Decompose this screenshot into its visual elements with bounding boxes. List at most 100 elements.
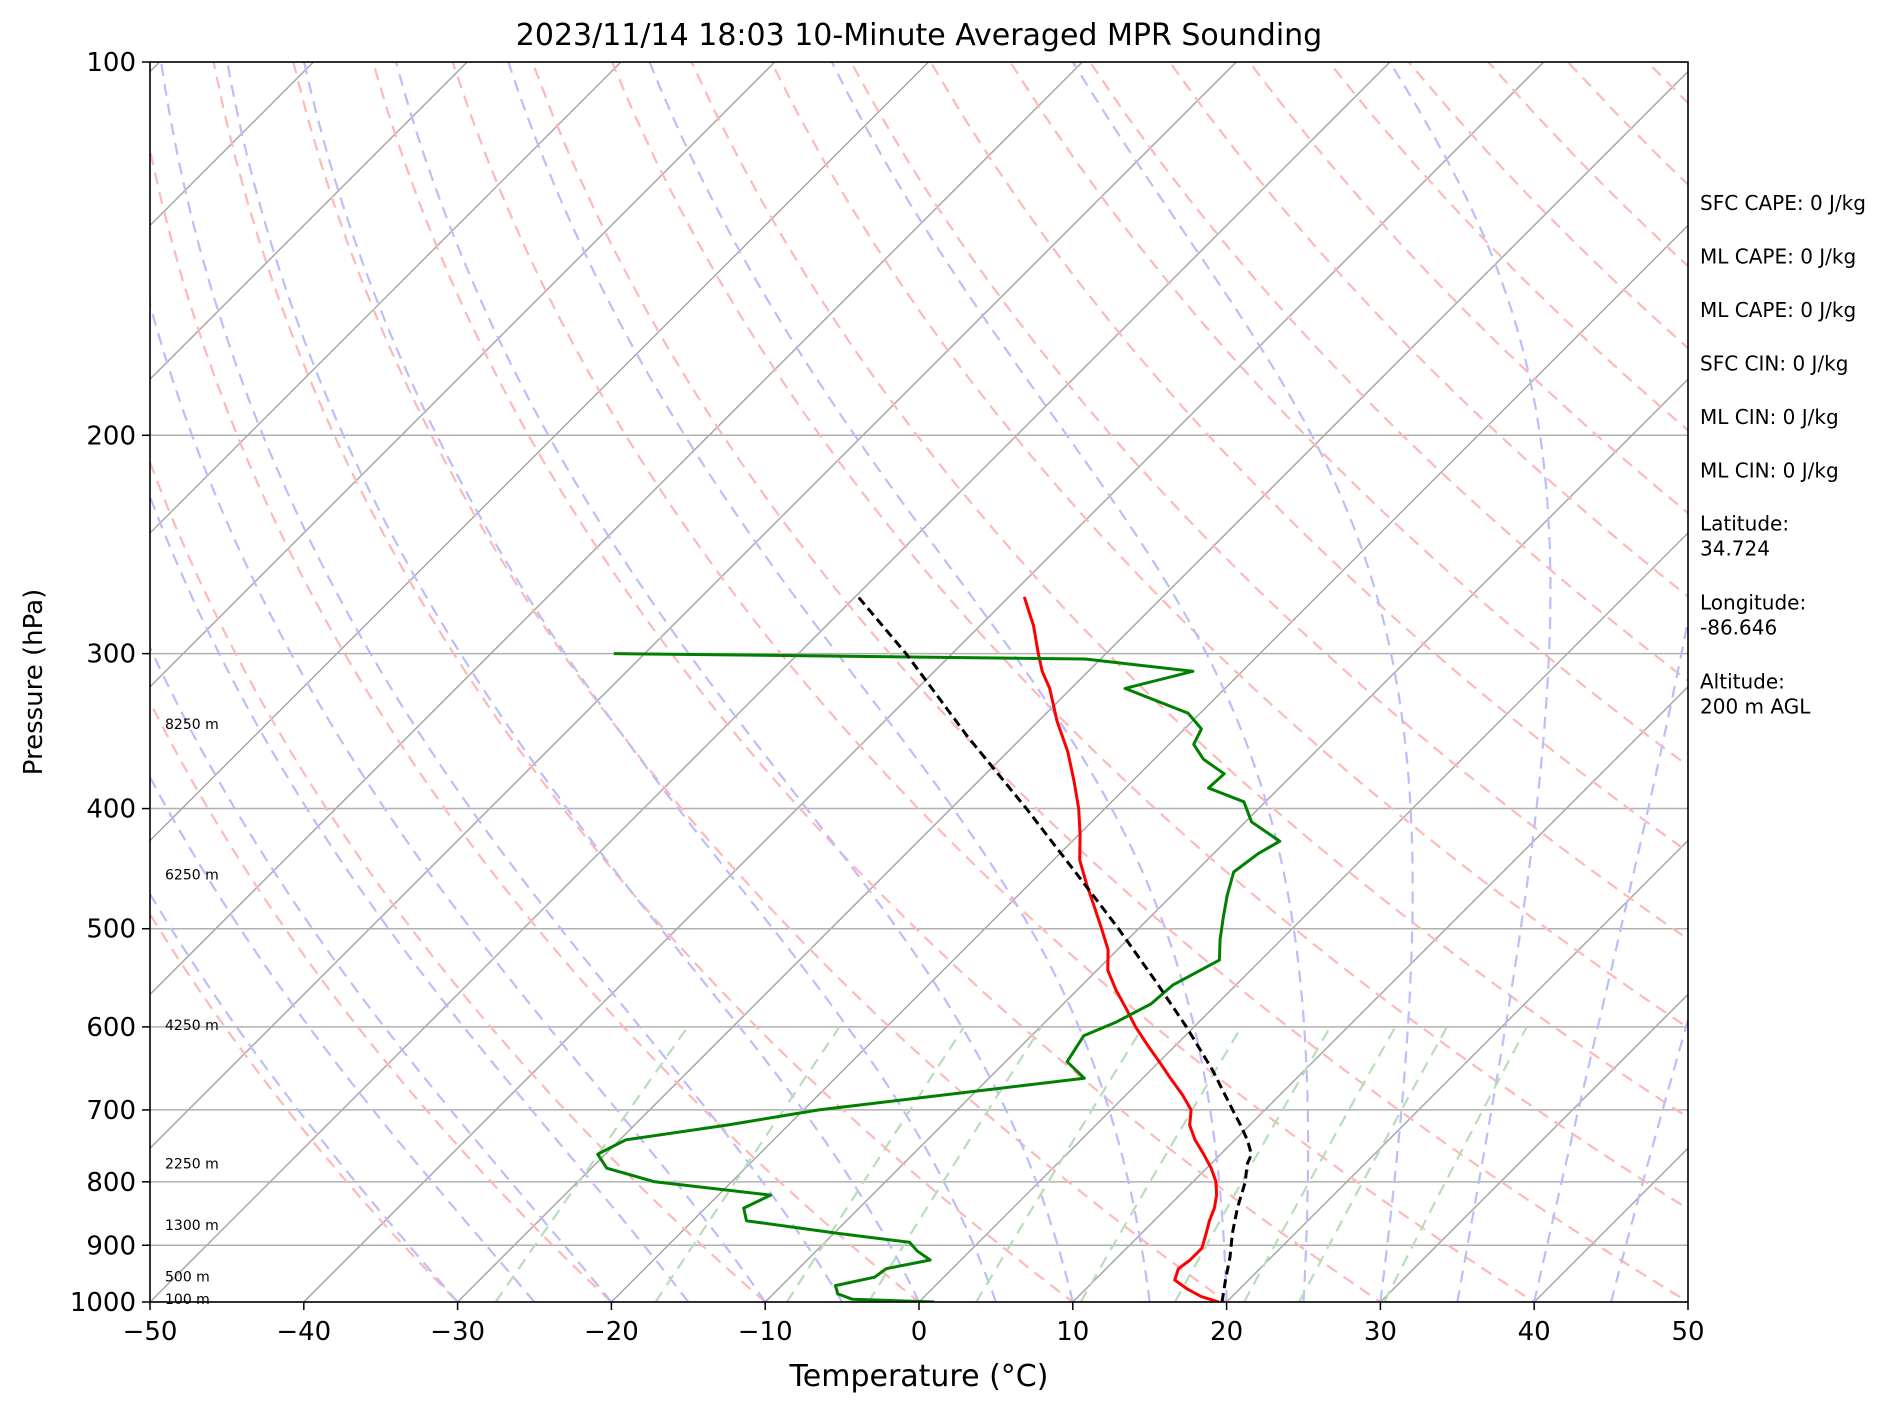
index-line: ML CAPE: 0 J/kg xyxy=(1700,245,1856,269)
moist-adiabat xyxy=(394,62,1074,1302)
dry-adiabat xyxy=(849,62,1688,941)
moist-adiabat xyxy=(150,774,536,1302)
mixing-ratio-line xyxy=(867,1026,1043,1302)
mixing-ratio-line xyxy=(494,1026,689,1302)
chart-title: 2023/11/14 18:03 10-Minute Averaged MPR … xyxy=(516,18,1322,53)
x-tick-label: −40 xyxy=(276,1317,331,1347)
dry-adiabat xyxy=(292,62,1229,1302)
index-line: ML CAPE: 0 J/kg xyxy=(1700,298,1856,322)
isotherm-line xyxy=(150,62,622,535)
mixing-ratio-line xyxy=(975,1026,1144,1302)
x-tick-label: −50 xyxy=(123,1317,178,1347)
y-axis-ticks: 1000 900 800 700 600 500 400 300 200 100 xyxy=(70,48,150,1318)
sounding-series xyxy=(596,595,1282,1302)
sounding-indices: SFC CAPE: 0 J/kg ML CAPE: 0 J/kg ML CAPE: … xyxy=(1700,191,1866,719)
dry-adiabat xyxy=(150,144,921,1302)
dry-adiabat xyxy=(451,62,1537,1302)
isotherm-line xyxy=(457,70,1688,1302)
temperature-profile-line xyxy=(1022,596,1220,1302)
moist-adiabat xyxy=(226,62,920,1302)
plot-area xyxy=(150,62,1688,1302)
x-axis-label: Temperature (°C) xyxy=(789,1359,1049,1394)
index-line: ML CIN: 0 J/kg xyxy=(1700,459,1839,483)
location-label: Latitude: xyxy=(1700,512,1789,536)
y-tick-label: 600 xyxy=(86,1013,136,1043)
y-axis-label: Pressure (hPa) xyxy=(19,589,49,776)
dry-adiabat xyxy=(610,62,1688,1211)
dewpoint-profile-line xyxy=(596,652,1282,1302)
mixing-ratio-line xyxy=(1383,1026,1528,1302)
isobar-grid xyxy=(150,62,1688,1302)
isotherm-line xyxy=(303,62,1545,1302)
dry-adiabat xyxy=(690,62,1688,1119)
x-tick-label: −20 xyxy=(584,1317,639,1347)
isotherm-line xyxy=(1379,993,1688,1302)
mixing-ratio-line xyxy=(786,1026,966,1302)
height-label: 4250 m xyxy=(165,1018,219,1034)
location-value: 34.724 xyxy=(1700,537,1770,561)
x-tick-label: 0 xyxy=(911,1317,928,1347)
index-line: ML CIN: 0 J/kg xyxy=(1700,405,1839,429)
location-label: Altitude: xyxy=(1700,670,1785,694)
y-tick-label: 300 xyxy=(86,640,136,670)
mixing-ratio-line xyxy=(1243,1026,1397,1302)
x-tick-label: 30 xyxy=(1364,1317,1397,1347)
height-label: 500 m xyxy=(165,1270,210,1286)
isotherm-line xyxy=(150,62,468,381)
moist-adiabat xyxy=(830,62,1310,1302)
y-tick-label: 200 xyxy=(86,421,136,451)
y-tick-label: 1000 xyxy=(70,1288,136,1318)
isotherm-lines xyxy=(150,62,1688,1302)
mixing-ratio-lines xyxy=(494,1026,1528,1302)
dry-adiabat xyxy=(371,62,1383,1302)
moist-adiabat xyxy=(150,493,690,1302)
x-tick-label: 40 xyxy=(1518,1317,1551,1347)
index-line: SFC CIN: 0 J/kg xyxy=(1700,352,1848,376)
height-label: 8250 m xyxy=(165,717,219,733)
location-value: 200 m AGL xyxy=(1700,695,1811,719)
height-label: 1300 m xyxy=(165,1218,219,1234)
isotherm-line xyxy=(150,62,776,688)
height-label: 100 m xyxy=(165,1292,210,1308)
mixing-ratio-line xyxy=(1298,1026,1448,1302)
moist-adiabat xyxy=(150,300,767,1302)
dry-adiabat xyxy=(770,62,1688,1029)
moist-adiabat xyxy=(1533,614,1688,1302)
dry-adiabat xyxy=(212,62,1075,1302)
dry-adiabat-lines xyxy=(150,62,1688,1302)
x-tick-label: 20 xyxy=(1210,1317,1243,1347)
y-tick-label: 700 xyxy=(86,1096,136,1126)
isotherm-line xyxy=(610,224,1688,1302)
height-label: 6250 m xyxy=(165,867,219,883)
moist-adiabat-lines xyxy=(150,62,1688,1302)
x-tick-label: 10 xyxy=(1056,1317,1089,1347)
mixing-ratio-line xyxy=(654,1026,841,1302)
isotherm-line xyxy=(918,531,1688,1302)
x-axis-ticks: −50 −40 −30 −20 −10 0 10 20 30 40 50 xyxy=(123,1302,1705,1347)
index-line: SFC CAPE: 0 J/kg xyxy=(1700,191,1866,215)
y-tick-label: 800 xyxy=(86,1168,136,1198)
height-labels: 100 m 500 m 1300 m 2250 m 4250 m 6250 m 8250 m xyxy=(165,717,219,1308)
location-label: Longitude: xyxy=(1700,591,1806,615)
y-tick-label: 400 xyxy=(86,795,136,825)
isotherm-line xyxy=(150,62,1237,1150)
moist-adiabat xyxy=(507,62,1151,1302)
isotherm-line xyxy=(764,378,1688,1302)
parcel-profile-line xyxy=(857,595,1253,1302)
y-tick-label: 100 xyxy=(86,48,136,78)
x-tick-label: −10 xyxy=(738,1317,793,1347)
isotherm-line xyxy=(150,62,1391,1302)
y-tick-label: 900 xyxy=(86,1231,136,1261)
dry-adiabat xyxy=(531,62,1688,1302)
isotherm-line xyxy=(1226,839,1688,1302)
location-value: -86.646 xyxy=(1700,616,1777,640)
dry-adiabat xyxy=(150,912,460,1302)
moist-adiabat xyxy=(1388,62,1552,1302)
mixing-ratio-line xyxy=(1079,1026,1243,1302)
x-tick-label: 50 xyxy=(1671,1317,1704,1347)
mixing-ratio-line xyxy=(1173,1026,1332,1302)
moist-adiabat xyxy=(1071,62,1414,1302)
isotherm-line xyxy=(150,62,1083,996)
